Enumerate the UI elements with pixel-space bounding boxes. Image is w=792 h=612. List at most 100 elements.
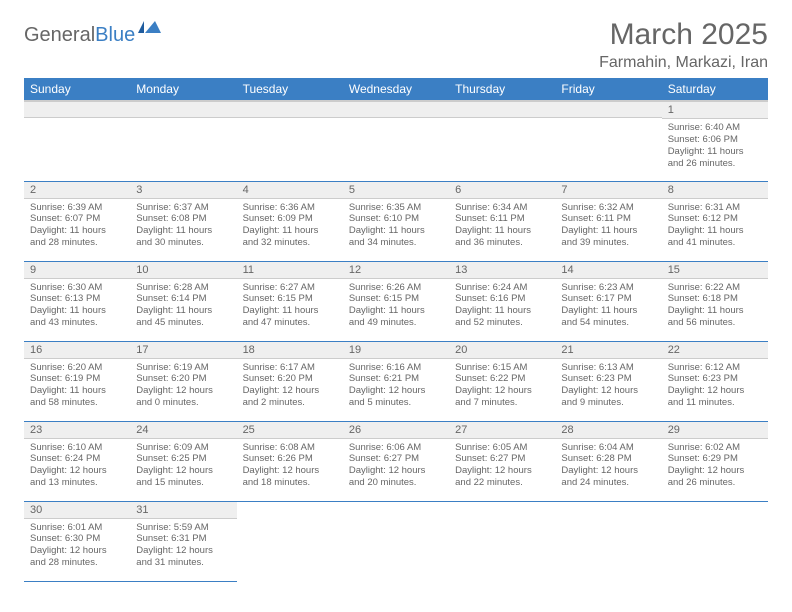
calendar-cell [130,101,236,181]
sunrise-text: Sunrise: 6:04 AM [561,442,655,454]
day-number: 16 [24,342,130,359]
sunset-text: Sunset: 6:08 PM [136,213,230,225]
day-number: 11 [237,262,343,279]
sunset-text: Sunset: 6:16 PM [455,293,549,305]
daylight-text: Daylight: 12 hours and 26 minutes. [668,465,762,489]
daylight-text: Daylight: 11 hours and 54 minutes. [561,305,655,329]
calendar-cell [343,101,449,181]
day-details: Sunrise: 6:01 AMSunset: 6:30 PMDaylight:… [24,519,130,574]
calendar-cell: 24Sunrise: 6:09 AMSunset: 6:25 PMDayligh… [130,421,236,501]
flag-icon [137,19,163,42]
day-number: 6 [449,182,555,199]
sunset-text: Sunset: 6:25 PM [136,453,230,465]
sunrise-text: Sunrise: 6:17 AM [243,362,337,374]
calendar-cell: 5Sunrise: 6:35 AMSunset: 6:10 PMDaylight… [343,181,449,261]
calendar-cell: 8Sunrise: 6:31 AMSunset: 6:12 PMDaylight… [662,181,768,261]
day-number: 2 [24,182,130,199]
calendar-cell: 6Sunrise: 6:34 AMSunset: 6:11 PMDaylight… [449,181,555,261]
daylight-text: Daylight: 11 hours and 56 minutes. [668,305,762,329]
sunset-text: Sunset: 6:30 PM [30,533,124,545]
sunset-text: Sunset: 6:27 PM [349,453,443,465]
daylight-text: Daylight: 11 hours and 45 minutes. [136,305,230,329]
sunrise-text: Sunrise: 6:27 AM [243,282,337,294]
calendar-row: 1Sunrise: 6:40 AMSunset: 6:06 PMDaylight… [24,101,768,181]
calendar-cell: 31Sunrise: 5:59 AMSunset: 6:31 PMDayligh… [130,501,236,581]
sunset-text: Sunset: 6:11 PM [561,213,655,225]
sunset-text: Sunset: 6:20 PM [136,373,230,385]
day-details: Sunrise: 5:59 AMSunset: 6:31 PMDaylight:… [130,519,236,574]
daylight-text: Daylight: 11 hours and 41 minutes. [668,225,762,249]
day-header: Tuesday [237,78,343,101]
calendar-cell: 3Sunrise: 6:37 AMSunset: 6:08 PMDaylight… [130,181,236,261]
day-details: Sunrise: 6:02 AMSunset: 6:29 PMDaylight:… [662,439,768,494]
sunrise-text: Sunrise: 6:15 AM [455,362,549,374]
day-number: 17 [130,342,236,359]
sunrise-text: Sunrise: 6:32 AM [561,202,655,214]
sunset-text: Sunset: 6:29 PM [668,453,762,465]
sunrise-text: Sunrise: 6:16 AM [349,362,443,374]
day-header: Sunday [24,78,130,101]
day-number [237,502,343,518]
calendar-row: 9Sunrise: 6:30 AMSunset: 6:13 PMDaylight… [24,261,768,341]
day-number: 1 [662,102,768,119]
day-details: Sunrise: 6:09 AMSunset: 6:25 PMDaylight:… [130,439,236,494]
sunset-text: Sunset: 6:15 PM [243,293,337,305]
day-number [555,102,661,118]
day-details [449,518,555,574]
sunrise-text: Sunrise: 6:35 AM [349,202,443,214]
daylight-text: Daylight: 12 hours and 2 minutes. [243,385,337,409]
day-header: Saturday [662,78,768,101]
day-details [343,118,449,174]
day-number [449,102,555,118]
sunrise-text: Sunrise: 6:09 AM [136,442,230,454]
day-number: 19 [343,342,449,359]
sunrise-text: Sunrise: 6:10 AM [30,442,124,454]
daylight-text: Daylight: 11 hours and 43 minutes. [30,305,124,329]
sunrise-text: Sunrise: 6:24 AM [455,282,549,294]
day-details: Sunrise: 6:04 AMSunset: 6:28 PMDaylight:… [555,439,661,494]
location-text: Farmahin, Markazi, Iran [599,54,768,72]
day-details [237,118,343,174]
sunrise-text: Sunrise: 6:06 AM [349,442,443,454]
calendar-cell: 25Sunrise: 6:08 AMSunset: 6:26 PMDayligh… [237,421,343,501]
day-number: 28 [555,422,661,439]
header: GeneralBlue March 2025 Farmahin, Markazi… [24,18,768,72]
sunset-text: Sunset: 6:12 PM [668,213,762,225]
day-number: 20 [449,342,555,359]
calendar-row: 23Sunrise: 6:10 AMSunset: 6:24 PMDayligh… [24,421,768,501]
daylight-text: Daylight: 11 hours and 52 minutes. [455,305,549,329]
day-details: Sunrise: 6:10 AMSunset: 6:24 PMDaylight:… [24,439,130,494]
day-number: 15 [662,262,768,279]
day-details: Sunrise: 6:36 AMSunset: 6:09 PMDaylight:… [237,199,343,254]
calendar-cell: 16Sunrise: 6:20 AMSunset: 6:19 PMDayligh… [24,341,130,421]
day-header: Friday [555,78,661,101]
calendar-cell: 28Sunrise: 6:04 AMSunset: 6:28 PMDayligh… [555,421,661,501]
day-number: 26 [343,422,449,439]
calendar-cell: 22Sunrise: 6:12 AMSunset: 6:23 PMDayligh… [662,341,768,421]
sunset-text: Sunset: 6:23 PM [668,373,762,385]
day-details: Sunrise: 6:24 AMSunset: 6:16 PMDaylight:… [449,279,555,334]
daylight-text: Daylight: 11 hours and 58 minutes. [30,385,124,409]
sunrise-text: Sunrise: 6:28 AM [136,282,230,294]
day-number: 25 [237,422,343,439]
sunrise-text: Sunrise: 6:20 AM [30,362,124,374]
calendar-cell [24,101,130,181]
day-number [130,102,236,118]
sunrise-text: Sunrise: 6:19 AM [136,362,230,374]
sunset-text: Sunset: 6:28 PM [561,453,655,465]
daylight-text: Daylight: 12 hours and 22 minutes. [455,465,549,489]
day-details: Sunrise: 6:31 AMSunset: 6:12 PMDaylight:… [662,199,768,254]
sunrise-text: Sunrise: 6:26 AM [349,282,443,294]
calendar-cell: 13Sunrise: 6:24 AMSunset: 6:16 PMDayligh… [449,261,555,341]
daylight-text: Daylight: 12 hours and 13 minutes. [30,465,124,489]
calendar-cell [662,501,768,581]
daylight-text: Daylight: 12 hours and 18 minutes. [243,465,337,489]
sunset-text: Sunset: 6:10 PM [349,213,443,225]
day-header: Wednesday [343,78,449,101]
day-number: 10 [130,262,236,279]
title-block: March 2025 Farmahin, Markazi, Iran [599,18,768,72]
day-details: Sunrise: 6:12 AMSunset: 6:23 PMDaylight:… [662,359,768,414]
day-details [449,118,555,174]
day-details: Sunrise: 6:06 AMSunset: 6:27 PMDaylight:… [343,439,449,494]
sunrise-text: Sunrise: 6:13 AM [561,362,655,374]
